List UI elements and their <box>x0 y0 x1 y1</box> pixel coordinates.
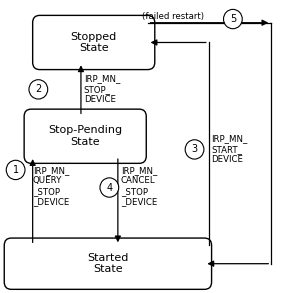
FancyBboxPatch shape <box>33 15 155 70</box>
Circle shape <box>29 80 48 99</box>
Text: 3: 3 <box>191 144 198 154</box>
Circle shape <box>224 9 242 29</box>
Text: Stop-Pending
State: Stop-Pending State <box>48 125 122 147</box>
Text: (failed restart): (failed restart) <box>142 13 204 21</box>
FancyBboxPatch shape <box>24 109 146 163</box>
Text: 5: 5 <box>230 14 236 24</box>
Text: Stopped
State: Stopped State <box>71 32 117 53</box>
FancyBboxPatch shape <box>4 238 212 289</box>
Circle shape <box>6 160 25 180</box>
Circle shape <box>185 140 204 159</box>
Text: IRP_MN_
STOP_
DEVICE: IRP_MN_ STOP_ DEVICE <box>84 74 120 104</box>
Text: IRP_MN_
CANCEL
_STOP
_DEVICE: IRP_MN_ CANCEL _STOP _DEVICE <box>121 166 157 206</box>
Text: 1: 1 <box>12 165 19 175</box>
Text: IRP_MN_
START_
DEVICE: IRP_MN_ START_ DEVICE <box>212 134 248 164</box>
Text: IRP_MN_
QUERY
_STOP
_DEVICE: IRP_MN_ QUERY _STOP _DEVICE <box>33 166 69 206</box>
Text: 2: 2 <box>35 84 41 94</box>
Text: 4: 4 <box>106 183 112 193</box>
Text: Started
State: Started State <box>87 253 129 275</box>
Circle shape <box>100 178 119 197</box>
